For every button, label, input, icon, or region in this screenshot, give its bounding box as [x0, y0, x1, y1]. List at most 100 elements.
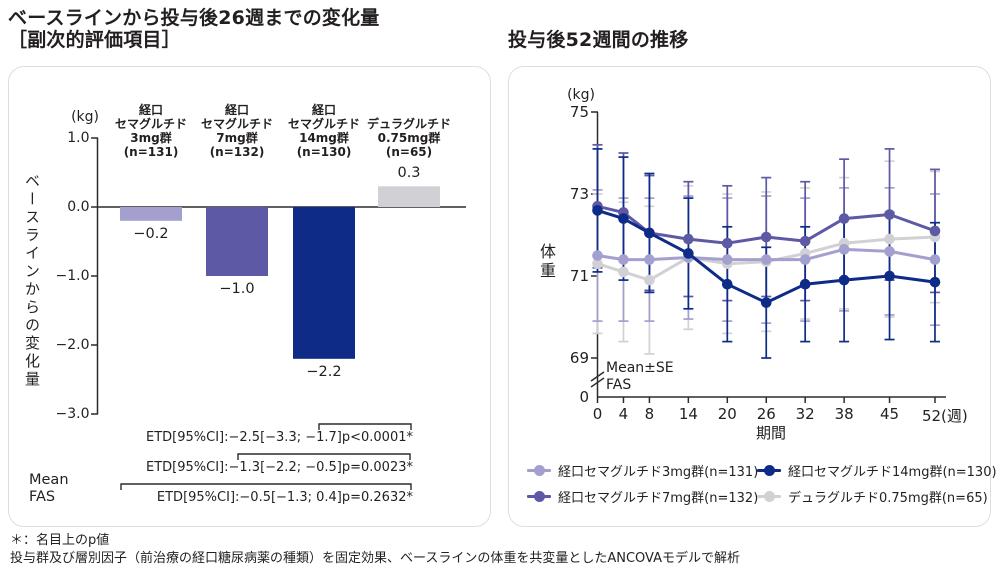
line-y-axis-label: 体重: [537, 243, 556, 281]
line-x-tick-label: 8: [644, 405, 655, 423]
bar-y-tick-label: −2.0: [55, 337, 90, 353]
bar-column-header: 経口 セマグルチド 14mg群 (n=130): [287, 103, 360, 159]
data-point-sema14: [838, 274, 850, 286]
footnote-line2: 投与群及び層別因子（前治療の経口糖尿病薬の種類）を固定効果、ベースラインの体重を…: [10, 551, 741, 566]
data-point-sema14: [799, 278, 811, 290]
bar-y-tick-label: 1.0: [67, 130, 90, 146]
data-point-sema7: [884, 209, 895, 220]
data-point-sema3: [929, 254, 941, 265]
series-line-sema3: [597, 247, 936, 262]
bar-y-axis-label: ベースラインからの変化量: [23, 173, 41, 389]
bar-unit-label: (kg): [71, 109, 99, 125]
data-point-sema14: [683, 248, 694, 259]
line-x-tick-label: 45: [880, 405, 900, 423]
etd-comparison-label: ETD[95%CI]:−0.5[−1.3; 0.4]p=0.2632*: [156, 490, 413, 505]
legend-dot-swatch: [764, 465, 775, 476]
data-point-sema14: [884, 270, 895, 282]
legend-marker-icon: [527, 465, 551, 476]
data-point-sema7: [722, 237, 733, 249]
bar-chart-canvas: [91, 137, 466, 490]
line-y-tick-label: 69: [569, 349, 589, 367]
line-x-tick-label: 32: [795, 405, 815, 423]
bar-column-header: 経口 セマグルチド 7mg群 (n=132): [200, 103, 273, 159]
bar-column-header: 経口 セマグルチド 3mg群 (n=131): [114, 103, 187, 159]
line-unit-label: (kg): [567, 87, 595, 103]
line-x-tick-label: 38: [834, 405, 854, 423]
footnote: ＊：名目上のp値 投与群及び層別因子（前治療の経口糖尿病薬の種類）を固定効果、ベ…: [10, 532, 740, 568]
data-point-sema3: [644, 254, 655, 265]
data-point-sema7: [929, 225, 941, 237]
line-y-tick-label: 75: [569, 103, 589, 121]
series-line-sema7: [597, 204, 936, 245]
line-x-tick-label: 20: [717, 405, 737, 423]
line-x-tick-label: 52(週): [921, 407, 968, 425]
data-point-sema3: [884, 246, 895, 257]
line-stat-annotation: Mean±SE FAS: [606, 360, 674, 393]
data-point-sema3: [760, 254, 772, 265]
line-y-base-label: 0: [579, 388, 589, 406]
data-point-sema3: [592, 250, 603, 261]
legend-item: 経口セマグルチド14mg群(n=130): [757, 461, 997, 480]
legend-dot-swatch: [764, 491, 775, 502]
line-chart-panel: (kg) 体重 期間 Mean±SE FAS 経口セマグルチド3mg群(n=13…: [508, 66, 997, 527]
legend-marker-icon: [527, 491, 551, 502]
line-x-tick-label: 26: [756, 405, 776, 423]
line-x-tick-label: 4: [618, 405, 629, 423]
data-point-dula: [592, 258, 603, 269]
legend-item: デュラグルチド0.75mg群(n=65): [757, 487, 988, 506]
bar-chart-panel: (kg) ベースラインからの変化量 Mean FAS 1.0 0.0 −1.0 −2.…: [8, 66, 491, 527]
bar-y-tick-label: −1.0: [55, 268, 90, 284]
legend-item: 経口セマグルチド3mg群(n=131): [527, 461, 759, 480]
line-y-tick-label: 71: [569, 267, 589, 285]
bar-value-label: −0.2: [133, 225, 169, 242]
line-chart-legend: 経口セマグルチド3mg群(n=131) 経口セマグルチド14mg群(n=130) 経…: [527, 461, 997, 506]
bar-y-tick-label: 0.0: [67, 199, 90, 215]
footnote-line1: ＊：名目上のp値: [10, 533, 110, 548]
legend-marker-icon: [757, 491, 781, 502]
bar-value-label: 0.3: [397, 165, 421, 182]
data-point-sema14: [929, 276, 941, 288]
left-chart-title: ベースラインから投与後26週までの変化量 ［副次的評価項目］: [8, 7, 380, 51]
line-x-tick-label: 14: [678, 405, 698, 423]
series-line-sema14: [597, 208, 936, 305]
data-point-dula: [644, 274, 655, 286]
data-point-sema7: [799, 235, 811, 247]
legend-dot-swatch: [534, 491, 545, 502]
data-point-sema3: [838, 244, 850, 255]
data-point-sema7: [683, 233, 694, 245]
data-point-sema14: [592, 205, 603, 216]
data-point-sema3: [722, 254, 733, 265]
legend-marker-icon: [757, 465, 781, 476]
legend-dot-swatch: [534, 465, 545, 476]
data-point-sema14: [760, 297, 772, 308]
left-chart-title-line2: ［副次的評価項目］: [8, 29, 181, 51]
etd-comparison-label: ETD[95%CI]:−1.3[−2.2; −0.5]p=0.0023*: [146, 460, 413, 475]
bar-value-label: −1.0: [219, 281, 255, 297]
legend-label: 経口セマグルチド14mg群(n=130): [788, 465, 997, 480]
data-point-sema14: [644, 227, 655, 239]
data-point-sema3: [618, 254, 629, 265]
bar-stat-note: Mean FAS: [29, 472, 69, 505]
data-point-sema14: [618, 213, 629, 224]
data-point-sema7: [838, 213, 850, 224]
data-point-dula: [884, 233, 895, 245]
data-point-sema14: [722, 278, 733, 290]
line-x-tick-label: 0: [592, 405, 603, 423]
legend-label: 経口セマグルチド7mg群(n=132): [558, 491, 759, 506]
line-chart-canvas: [590, 111, 946, 403]
line-y-tick-label: 73: [569, 185, 589, 203]
series-line-dula: [597, 235, 936, 282]
right-chart-title: 投与後52週間の推移: [508, 29, 689, 51]
bar-y-tick-label: −3.0: [55, 406, 90, 422]
data-point-sema3: [799, 254, 811, 265]
legend-item: 経口セマグルチド7mg群(n=132): [527, 487, 759, 506]
line-x-axis-label: 期間: [755, 424, 786, 442]
bar-column-header: デュラグルチド 0.75mg群 (n=65): [366, 117, 451, 159]
legend-label: デュラグルチド0.75mg群(n=65): [788, 491, 988, 506]
etd-comparison-label: ETD[95%CI]:−2.5[−3.3; −1.7]p<0.0001*: [146, 430, 413, 445]
bar-value-label: −2.2: [306, 363, 342, 380]
left-chart-title-line1: ベースラインから投与後26週までの変化量: [8, 7, 380, 29]
legend-label: 経口セマグルチド3mg群(n=131): [558, 465, 759, 480]
data-point-dula: [618, 266, 629, 278]
